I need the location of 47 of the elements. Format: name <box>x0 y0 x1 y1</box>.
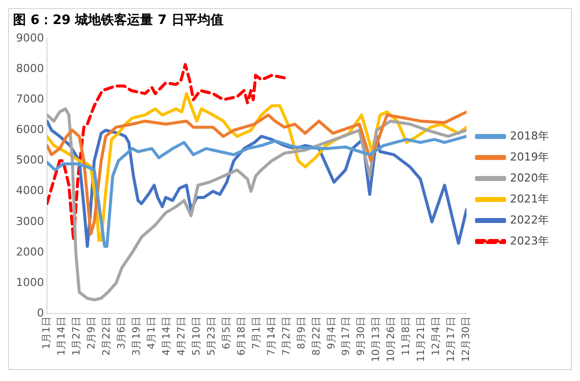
y-tick-label: 6000 <box>16 123 44 136</box>
x-tick-label: 11月8日 <box>401 316 412 356</box>
chart-title: 图 6：29 城地铁客运量 7 日平均值 <box>13 12 224 28</box>
x-tick-label: 6月18日 <box>236 316 248 356</box>
x-tick-label: 12月4日 <box>431 316 442 356</box>
y-tick-label: 8000 <box>16 62 44 76</box>
x-tick-label: 5月23日 <box>206 316 218 356</box>
x-tick-label: 4月1日 <box>146 316 158 350</box>
x-tick-label: 5月10日 <box>191 316 202 356</box>
x-tick-label: 7月27日 <box>281 316 292 356</box>
x-tick-label: 9月17日 <box>341 316 352 356</box>
x-tick-label: 7月1日 <box>251 316 262 350</box>
x-tick-label: 4月14日 <box>161 316 172 356</box>
x-tick-label: 12月17日 <box>446 316 458 362</box>
x-tick-label: 3月19日 <box>131 316 142 356</box>
legend-label: 2021年 <box>510 192 550 206</box>
x-tick-label: 1月14日 <box>56 316 68 356</box>
y-tick-label: 7000 <box>16 92 44 106</box>
line-series <box>46 63 288 242</box>
x-tick-label: 11月21日 <box>416 316 428 362</box>
x-tick-label: 1月27日 <box>72 316 83 356</box>
x-tick-label: 2月9日 <box>86 316 98 350</box>
x-tick-label: 7月14日 <box>266 316 278 356</box>
legend-label: 2022年 <box>510 213 550 226</box>
y-tick-label: 0 <box>36 306 44 320</box>
y-tick-label: 3000 <box>16 214 44 228</box>
legend-label: 2019年 <box>510 150 550 164</box>
y-tick-label: 4000 <box>16 184 44 198</box>
x-tick-label: 3月6日 <box>116 316 128 350</box>
x-tick-label: 1月1日 <box>42 316 53 350</box>
x-tick-label: 4月27日 <box>176 316 188 356</box>
x-tick-label: 12月30日 <box>461 316 472 362</box>
legend-label: 2023年 <box>510 234 550 248</box>
y-tick-label: 9000 <box>16 31 44 44</box>
x-tick-label: 8月9日 <box>296 316 308 350</box>
legend-label: 2020年 <box>510 171 550 184</box>
x-tick-label: 8月22日 <box>311 316 322 356</box>
x-tick-label: 10月26日 <box>386 316 398 362</box>
x-tick-label: 9月30日 <box>356 316 368 356</box>
y-tick-label: 1000 <box>16 276 44 289</box>
y-tick-label: 5000 <box>16 154 44 167</box>
x-tick-label: 2月22日 <box>102 316 113 356</box>
y-tick-label: 2000 <box>16 245 44 258</box>
legend-label: 2018年 <box>510 129 550 142</box>
x-tick-label: 9月4日 <box>326 316 338 350</box>
x-tick-label: 6月5日 <box>221 316 232 350</box>
x-tick-label: 10月13日 <box>371 316 382 362</box>
